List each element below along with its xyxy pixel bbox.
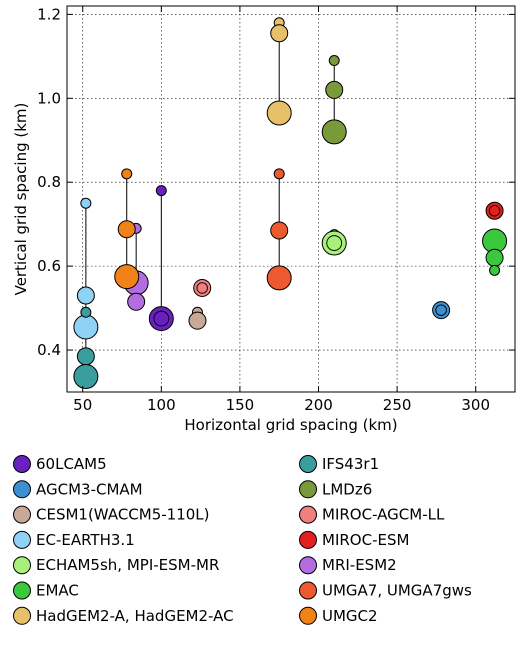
data-point	[155, 185, 167, 197]
legend-marker	[13, 480, 31, 499]
data-point	[121, 168, 133, 180]
connector-lines	[85, 22, 335, 377]
data-point	[270, 221, 289, 240]
y-tick-label: 0.4	[37, 341, 61, 359]
data-point	[321, 119, 347, 145]
legend: 60LCAM5 AGCM3-CMAM CESM1(WACCM5-110L) EC-EA…	[13, 455, 472, 625]
legend-label: MIROC-ESM	[322, 531, 409, 549]
legend-label: CESM1(WACCM5-110L)	[36, 506, 210, 524]
y-tick-label: 0.6	[37, 257, 61, 275]
legend-marker	[299, 556, 317, 575]
legend-item: ECHAM5sh, MPI-ESM-MR	[13, 556, 219, 575]
data-point	[73, 314, 99, 340]
data-point	[148, 306, 174, 332]
data-point	[485, 201, 504, 220]
data-point	[80, 197, 92, 209]
legend-label: MRI-ESM2	[322, 556, 397, 574]
legend-label: MIROC-AGCM-LL	[322, 506, 445, 524]
legend-item: LMDz6	[299, 480, 372, 499]
legend-marker	[299, 606, 317, 625]
data-point	[321, 230, 347, 256]
x-tick-label: 250	[383, 396, 412, 414]
data-point-ring	[196, 282, 208, 294]
x-tick-label: 150	[226, 396, 255, 414]
x-tick-label: 100	[147, 396, 176, 414]
legend-item: 60LCAM5	[13, 455, 107, 473]
legend-label: HadGEM2-A, HadGEM2-AC	[36, 607, 234, 625]
x-axis-title: Horizontal grid spacing (km)	[184, 416, 397, 434]
y-tick-label: 1.0	[37, 89, 61, 107]
legend-item: MIROC-AGCM-LL	[299, 505, 445, 524]
x-tick-label: 50	[73, 396, 92, 414]
legend-item: MIROC-ESM	[299, 530, 409, 549]
legend-marker	[13, 455, 31, 473]
legend-item: AGCM3-CMAM	[13, 480, 143, 499]
legend-marker	[13, 530, 31, 549]
data-point-ring	[153, 310, 170, 327]
data-point	[76, 347, 95, 366]
data-point-ring	[435, 304, 447, 316]
data-point	[114, 264, 140, 290]
data-point	[73, 363, 99, 389]
legend-label: UMGC2	[322, 607, 378, 625]
legend-item: MRI-ESM2	[299, 556, 397, 575]
data-point	[188, 311, 207, 330]
data-point	[270, 24, 289, 43]
data-point	[273, 168, 285, 180]
y-tick-label: 1.2	[37, 5, 61, 23]
y-axis-title: Vertical grid spacing (km)	[12, 103, 30, 296]
data-point	[485, 248, 504, 267]
data-point	[80, 306, 92, 318]
legend-marker	[299, 581, 317, 600]
legend-item: HadGEM2-A, HadGEM2-AC	[13, 606, 234, 625]
x-tick-label: 200	[304, 396, 333, 414]
data-point	[117, 220, 136, 239]
data-point	[489, 264, 501, 276]
x-tick-label: 300	[461, 396, 490, 414]
data-points	[73, 17, 508, 389]
legend-marker	[13, 581, 31, 600]
legend-label: IFS43r1	[322, 455, 379, 473]
legend-label: ECHAM5sh, MPI-ESM-MR	[36, 556, 219, 574]
legend-marker	[13, 556, 31, 575]
legend-marker	[13, 505, 31, 524]
data-point	[76, 286, 95, 305]
grid-lines	[67, 6, 515, 392]
data-point	[325, 80, 344, 99]
legend-label: EMAC	[36, 582, 79, 600]
data-point	[266, 265, 292, 291]
y-tick-label: 0.8	[37, 173, 61, 191]
data-point	[193, 278, 212, 297]
legend-item: EC-EARTH3.1	[13, 530, 135, 549]
legend-marker	[299, 455, 317, 473]
legend-marker	[299, 505, 317, 524]
legend-label: AGCM3-CMAM	[36, 480, 143, 498]
legend-item: UMGA7, UMGA7gws	[299, 581, 472, 600]
legend-item: EMAC	[13, 581, 79, 600]
data-point-ring	[326, 235, 343, 251]
plot-frame	[66, 5, 516, 393]
legend-label: UMGA7, UMGA7gws	[322, 582, 472, 600]
data-point	[432, 301, 451, 320]
data-point-ring	[488, 205, 501, 217]
legend-label: EC-EARTH3.1	[36, 531, 135, 549]
legend-marker	[299, 530, 317, 549]
data-point	[328, 55, 340, 67]
legend-item: UMGC2	[299, 606, 378, 625]
data-point	[127, 292, 146, 311]
legend-label: LMDz6	[322, 480, 372, 498]
axis-ticks: 50 100 150 200 250 300 0.4 0.6 0.8 1.0 1.2	[37, 5, 515, 414]
legend-item: IFS43r1	[299, 455, 379, 473]
legend-marker	[299, 480, 317, 499]
data-point	[266, 100, 292, 126]
legend-marker	[13, 606, 31, 625]
legend-label: 60LCAM5	[36, 455, 107, 473]
legend-item: CESM1(WACCM5-110L)	[13, 505, 210, 524]
